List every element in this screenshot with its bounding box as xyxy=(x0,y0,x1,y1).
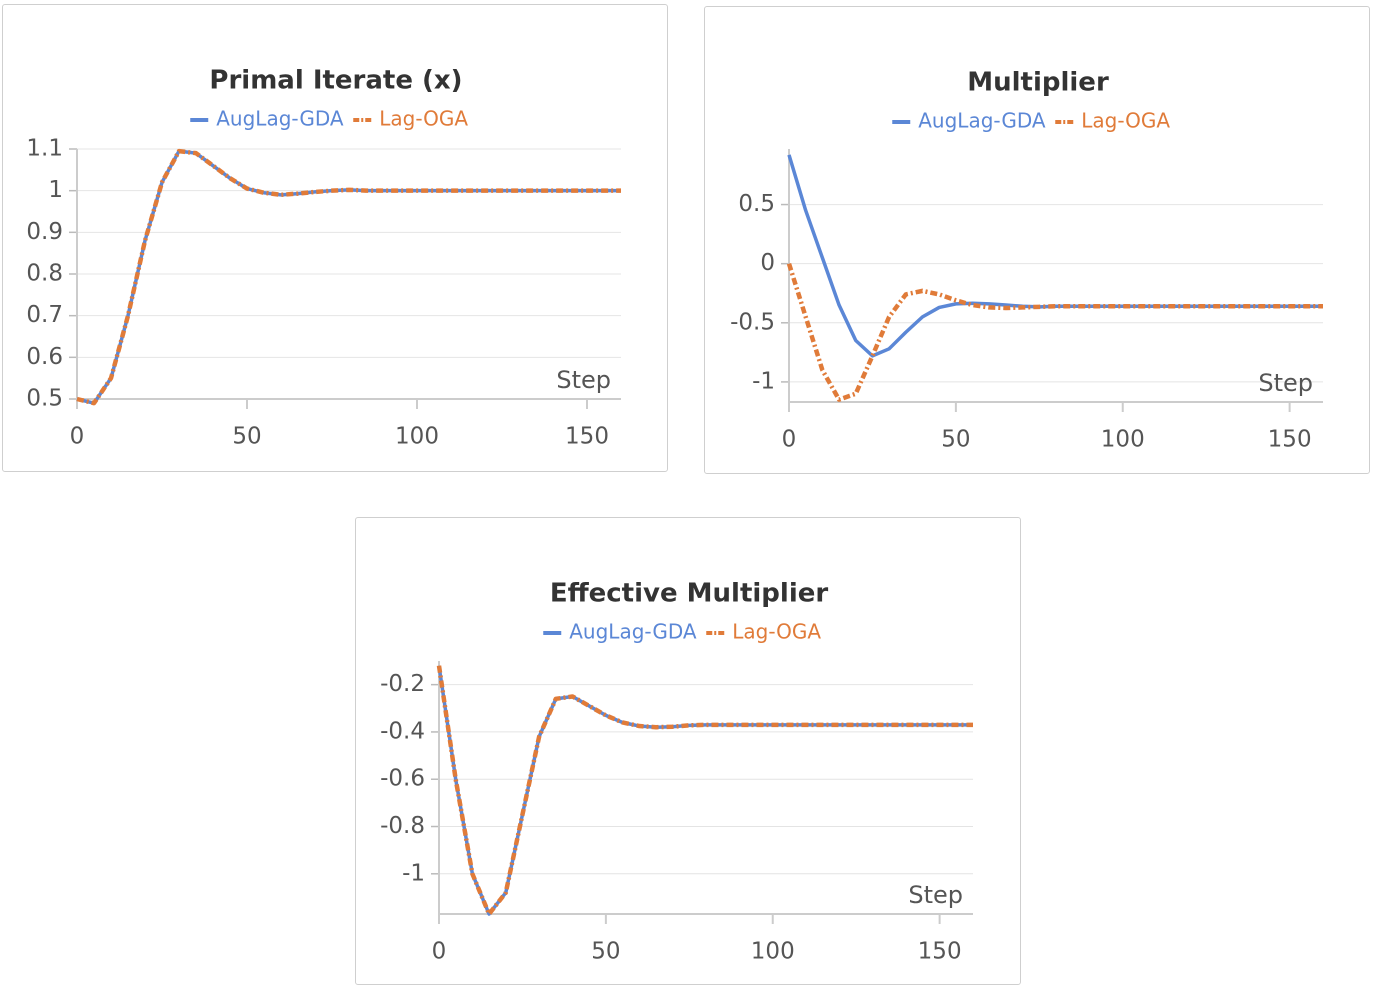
series-line xyxy=(436,665,973,917)
y-tick-label: -0.6 xyxy=(380,766,425,792)
legend-label: Lag-OGA xyxy=(732,620,821,644)
x-axis-label: Step xyxy=(1258,369,1313,397)
series-line xyxy=(76,148,621,406)
x-tick-label: 50 xyxy=(591,939,620,965)
chart: Effective Multiplier AugLag-GDA Lag-OGA -1 -… xyxy=(380,579,973,965)
y-tick-label: 0.7 xyxy=(26,302,63,328)
x-tick-label: 150 xyxy=(1268,427,1312,453)
x-tick-label: 50 xyxy=(232,424,261,450)
series-line xyxy=(437,665,973,916)
y-tick-label: 1.1 xyxy=(26,136,63,162)
y-tick-label: 0.6 xyxy=(26,344,63,370)
legend-label: Lag-OGA xyxy=(1081,109,1170,133)
y-tick-label: -0.5 xyxy=(730,309,775,335)
legend-label: AugLag-GDA xyxy=(569,620,697,644)
chart-panel: Primal Iterate (x) AugLag-GDA Lag-OGA 0.5 0.… xyxy=(2,4,668,472)
chart-title: Effective Multiplier xyxy=(550,579,829,609)
chart: Primal Iterate (x) AugLag-GDA Lag-OGA 0.5 0.… xyxy=(26,66,621,450)
x-tick-label: 100 xyxy=(395,424,439,450)
x-tick-label: 0 xyxy=(70,424,85,450)
x-tick-label: 150 xyxy=(565,424,609,450)
x-axis-label: Step xyxy=(908,881,963,909)
chart-panel: Multiplier AugLag-GDA Lag-OGA -1 -0.5 0 0.5 0 50… xyxy=(704,6,1370,474)
chart-title: Multiplier xyxy=(967,68,1109,98)
chart-title: Primal Iterate (x) xyxy=(209,66,462,96)
x-axis-label: Step xyxy=(556,366,611,394)
y-tick-label: 0.5 xyxy=(26,386,63,412)
legend-label: Lag-OGA xyxy=(379,107,468,131)
x-tick-label: 0 xyxy=(432,939,447,965)
y-tick-label: 0.5 xyxy=(738,191,775,217)
y-tick-label: -1 xyxy=(752,368,775,394)
x-tick-label: 50 xyxy=(941,427,970,453)
y-tick-label: 0.8 xyxy=(26,261,63,287)
chart-panel: Effective Multiplier AugLag-GDA Lag-OGA -1 -… xyxy=(355,517,1021,985)
y-tick-label: 1 xyxy=(48,177,63,203)
y-tick-label: 0.9 xyxy=(26,219,63,245)
x-tick-label: 0 xyxy=(782,427,797,453)
y-tick-label: -0.2 xyxy=(380,671,425,697)
legend-label: AugLag-GDA xyxy=(216,107,344,131)
series-line xyxy=(787,154,1323,358)
chart: Multiplier AugLag-GDA Lag-OGA -1 -0.5 0 0.5 0 50… xyxy=(730,68,1323,453)
y-tick-label: -1 xyxy=(402,860,425,886)
y-tick-label: 0 xyxy=(760,250,775,276)
x-tick-label: 150 xyxy=(918,939,962,965)
y-tick-label: -0.8 xyxy=(380,813,425,839)
legend-label: AugLag-GDA xyxy=(918,109,1046,133)
series-line xyxy=(786,263,1323,402)
x-tick-label: 100 xyxy=(1101,427,1145,453)
x-tick-label: 100 xyxy=(751,939,795,965)
y-tick-label: -0.4 xyxy=(380,718,425,744)
